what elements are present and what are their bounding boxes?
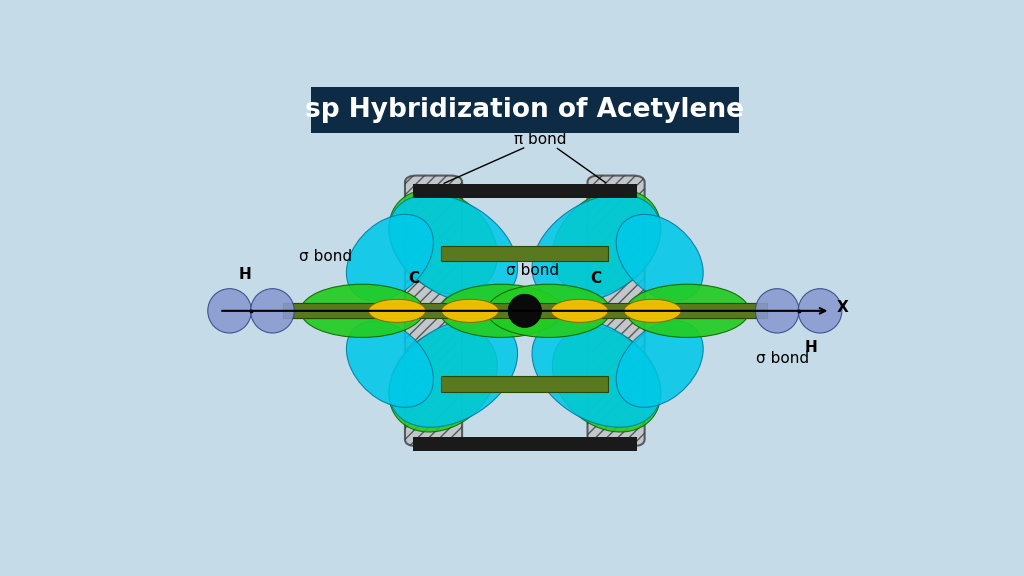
Text: σ bond: σ bond xyxy=(756,351,809,366)
Ellipse shape xyxy=(508,294,542,328)
Ellipse shape xyxy=(389,319,517,427)
Ellipse shape xyxy=(798,289,842,333)
Ellipse shape xyxy=(624,300,681,323)
Ellipse shape xyxy=(369,300,426,323)
Ellipse shape xyxy=(551,300,608,323)
Text: π bond: π bond xyxy=(514,132,567,147)
Text: C: C xyxy=(591,271,602,286)
Ellipse shape xyxy=(346,321,433,407)
FancyBboxPatch shape xyxy=(283,304,767,319)
FancyBboxPatch shape xyxy=(413,184,637,198)
Text: sp Hybridization of Acetylene: sp Hybridization of Acetylene xyxy=(305,97,744,123)
Text: H: H xyxy=(239,267,251,282)
FancyBboxPatch shape xyxy=(404,176,462,446)
Ellipse shape xyxy=(616,214,703,301)
FancyBboxPatch shape xyxy=(413,437,637,450)
Ellipse shape xyxy=(616,321,703,407)
Text: H: H xyxy=(805,340,818,355)
Ellipse shape xyxy=(439,284,562,338)
Ellipse shape xyxy=(389,190,498,294)
FancyBboxPatch shape xyxy=(588,176,645,446)
Text: C: C xyxy=(409,271,419,286)
Ellipse shape xyxy=(251,289,294,333)
Ellipse shape xyxy=(552,327,660,432)
Ellipse shape xyxy=(389,327,498,432)
Ellipse shape xyxy=(532,319,660,427)
FancyBboxPatch shape xyxy=(310,87,739,134)
Text: σ bond: σ bond xyxy=(506,263,559,278)
Ellipse shape xyxy=(301,284,424,338)
FancyBboxPatch shape xyxy=(632,304,767,319)
FancyBboxPatch shape xyxy=(441,377,608,392)
Ellipse shape xyxy=(208,289,252,333)
Ellipse shape xyxy=(389,195,517,303)
Ellipse shape xyxy=(441,300,499,323)
FancyBboxPatch shape xyxy=(441,245,608,261)
Ellipse shape xyxy=(346,214,433,301)
Ellipse shape xyxy=(532,195,660,303)
Ellipse shape xyxy=(487,284,610,338)
Text: X: X xyxy=(837,300,849,315)
Text: σ bond: σ bond xyxy=(299,249,352,264)
Ellipse shape xyxy=(756,289,799,333)
FancyBboxPatch shape xyxy=(283,304,410,319)
Ellipse shape xyxy=(626,284,749,338)
Ellipse shape xyxy=(552,190,660,294)
